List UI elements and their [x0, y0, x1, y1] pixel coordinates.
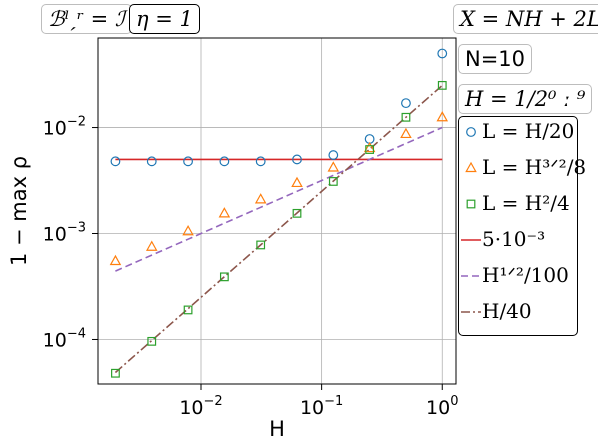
data-point	[291, 176, 303, 188]
legend-entry: H¹ᐟ²/100	[459, 262, 577, 288]
y-tick-label: 10−3	[43, 221, 86, 246]
data-point	[219, 272, 229, 282]
legend-entry: L = H²/4	[459, 190, 577, 216]
x-definition-tag: X = NH + 2L	[453, 4, 598, 34]
series-layer	[109, 48, 449, 378]
series-L = H³ᐟ²/8	[109, 111, 449, 266]
y-axis-label: 1 − max ρ	[7, 156, 31, 266]
series-line	[114, 84, 443, 374]
data-point	[292, 208, 302, 218]
data-point	[256, 240, 266, 250]
data-point	[111, 368, 120, 378]
boundary-condition-tag: ℬˡˏʳ = ℐ	[41, 4, 132, 34]
data-point	[183, 305, 193, 315]
x-tick-label: 10−2	[179, 394, 222, 419]
legend-symbol	[461, 311, 481, 313]
series-L = H/20	[110, 48, 448, 167]
legend-marker	[466, 199, 476, 209]
legend-label: L = H/20	[482, 119, 575, 143]
legend-label: 5·10⁻³	[482, 227, 546, 251]
legend-symbol	[461, 239, 481, 241]
legend-marker	[465, 161, 477, 173]
data-point	[328, 150, 339, 160]
data-point	[147, 336, 157, 346]
eta-tag: η = 1	[129, 4, 200, 34]
data-point	[437, 48, 448, 59]
data-point	[292, 154, 302, 165]
legend-symbol	[466, 127, 476, 137]
legend-entry: L = H³ᐟ²/8	[459, 154, 586, 180]
y-tick-label: 10−4	[43, 326, 86, 351]
data-point	[327, 161, 340, 172]
legend-symbol	[461, 275, 481, 277]
n-value-tag: N=10	[458, 44, 533, 74]
data-point	[109, 254, 122, 266]
legend-label: H/40	[482, 299, 532, 323]
data-point	[437, 80, 447, 90]
y-tick-label: 10−2	[43, 115, 86, 140]
data-point	[145, 240, 158, 251]
legend-label: H¹ᐟ²/100	[482, 263, 569, 287]
legend-symbol	[466, 199, 476, 209]
legend-marker	[466, 127, 476, 137]
legend: L = H/20 L = H³ᐟ²/8 L = H²/4 5·10⁻³ H¹ᐟ²/100…	[458, 116, 586, 336]
series-H/40	[114, 84, 443, 374]
legend-label: L = H³ᐟ²/8	[482, 155, 587, 179]
x-tick-label: 100	[426, 394, 458, 419]
data-point	[255, 156, 266, 167]
series-line	[115, 126, 443, 272]
legend-label: L = H²/4	[482, 191, 570, 215]
data-point	[328, 177, 338, 186]
data-point	[219, 156, 230, 167]
data-point	[363, 141, 376, 153]
legend-entry: L = H/20	[459, 118, 577, 144]
series-L = H²/4	[111, 80, 447, 378]
legend-entry: H/40	[459, 298, 577, 324]
x-axis-label: H	[269, 417, 285, 441]
data-point	[254, 193, 267, 204]
data-point	[401, 112, 411, 122]
legend-entry: 5·10⁻³	[459, 226, 577, 252]
grid-lines	[98, 38, 456, 384]
data-point	[183, 156, 193, 167]
data-point	[400, 127, 412, 139]
legend-symbol	[465, 161, 477, 173]
data-point	[218, 207, 231, 218]
axis-ticks: 10−2 10−1 100 10−4 10−3 10−2	[43, 115, 459, 419]
data-point	[182, 225, 194, 236]
x-tick-label: 10−1	[300, 394, 343, 419]
data-point	[110, 156, 121, 167]
plot-frame	[97, 37, 457, 385]
series-H¹ᐟ²/100	[115, 126, 443, 272]
h-definition-tag: H = 1/2⁰ ː ⁹	[458, 84, 593, 114]
data-point	[365, 145, 375, 154]
data-point	[436, 111, 449, 122]
data-point	[401, 98, 411, 109]
data-point	[146, 156, 157, 167]
